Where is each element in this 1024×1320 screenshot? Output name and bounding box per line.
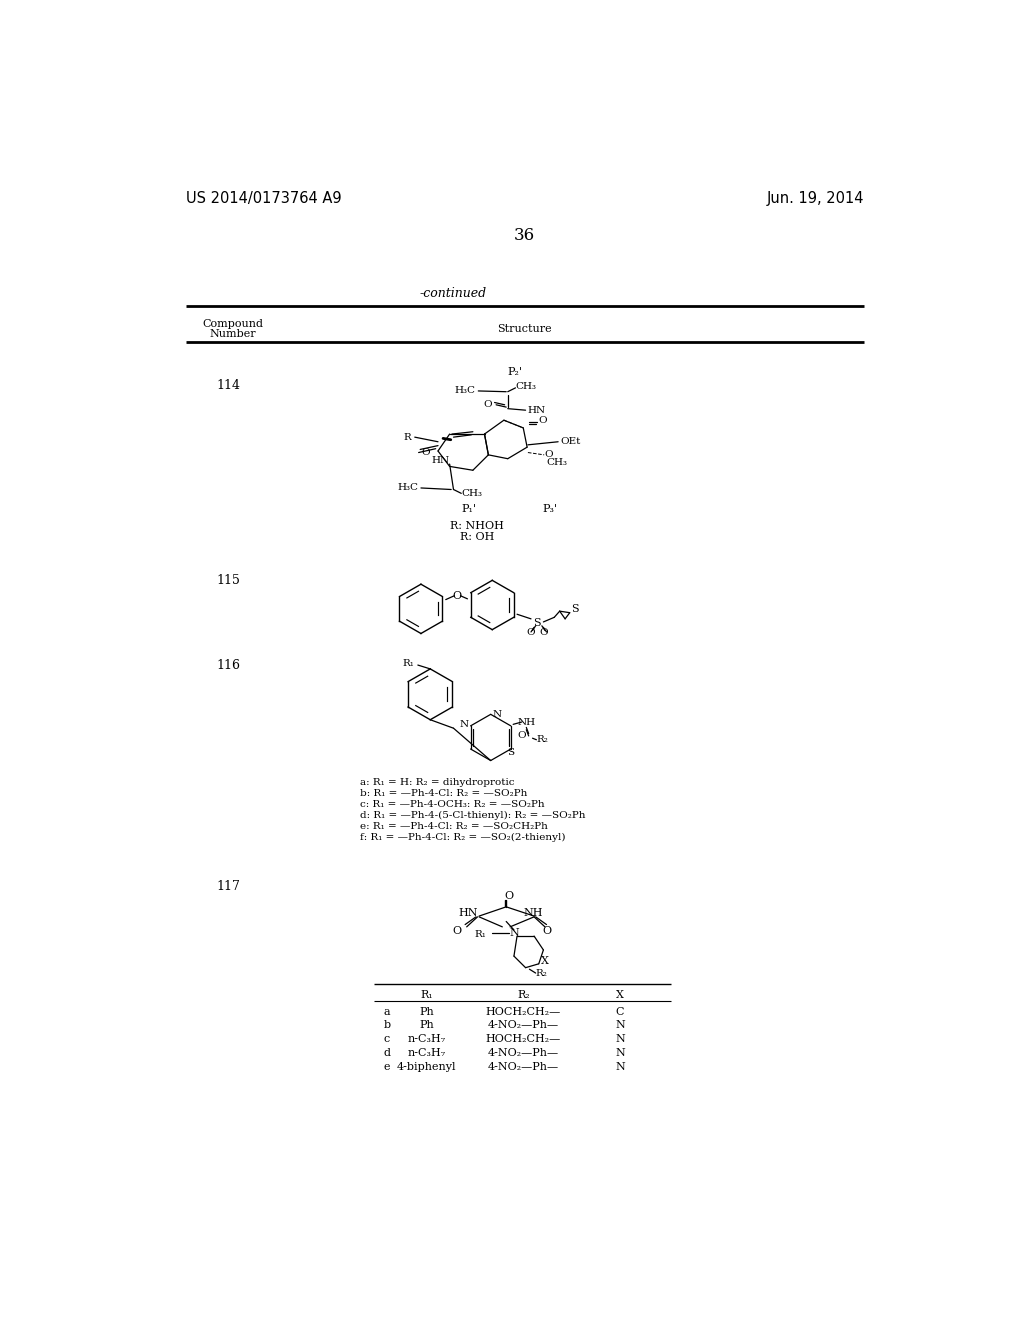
Text: e: R₁ = —Ph-4-Cl: R₂ = —SO₂CH₂Ph: e: R₁ = —Ph-4-Cl: R₂ = —SO₂CH₂Ph: [360, 822, 549, 832]
Text: Jun. 19, 2014: Jun. 19, 2014: [767, 191, 864, 206]
Text: H₃C: H₃C: [397, 483, 419, 492]
Text: C: C: [615, 1007, 625, 1016]
Text: R₁: R₁: [402, 659, 415, 668]
Text: S: S: [534, 618, 541, 628]
Text: O: O: [539, 628, 548, 638]
Text: 4-biphenyl: 4-biphenyl: [396, 1063, 456, 1072]
Text: a: R₁ = H: R₂ = dihydroprotic: a: R₁ = H: R₂ = dihydroprotic: [360, 777, 515, 787]
Text: 4-NO₂—Ph—: 4-NO₂—Ph—: [487, 1063, 559, 1072]
Text: X: X: [616, 990, 624, 999]
Text: O: O: [542, 925, 551, 936]
Text: b: b: [384, 1020, 391, 1031]
Text: R₂: R₂: [517, 990, 529, 999]
Text: O: O: [453, 925, 461, 936]
Text: 36: 36: [514, 227, 536, 244]
Text: X: X: [541, 956, 549, 966]
Text: 114: 114: [217, 379, 241, 392]
Text: N: N: [615, 1035, 625, 1044]
Text: n-C₃H₇: n-C₃H₇: [408, 1048, 445, 1059]
Text: N: N: [615, 1020, 625, 1031]
Text: b: R₁ = —Ph-4-Cl: R₂ = —SO₂Ph: b: R₁ = —Ph-4-Cl: R₂ = —SO₂Ph: [360, 789, 528, 797]
Text: 4-NO₂—Ph—: 4-NO₂—Ph—: [487, 1048, 559, 1059]
Text: O: O: [504, 891, 513, 902]
Text: Compound: Compound: [202, 319, 263, 329]
Text: N: N: [509, 928, 519, 939]
Text: Ph: Ph: [419, 1020, 434, 1031]
Text: S: S: [571, 603, 579, 614]
Text: HOCH₂CH₂—: HOCH₂CH₂—: [485, 1007, 561, 1016]
Text: Structure: Structure: [498, 325, 552, 334]
Text: O: O: [518, 731, 526, 741]
Text: O: O: [539, 416, 548, 425]
Text: a: a: [384, 1007, 390, 1016]
Text: N: N: [615, 1063, 625, 1072]
Text: CH₃: CH₃: [461, 488, 482, 498]
Text: c: R₁ = —Ph-4-OCH₃: R₂ = —SO₂Ph: c: R₁ = —Ph-4-OCH₃: R₂ = —SO₂Ph: [360, 800, 545, 809]
Text: R₂: R₂: [536, 969, 548, 978]
Text: HN: HN: [431, 455, 450, 465]
Text: CH₃: CH₃: [547, 458, 567, 467]
Text: P₃': P₃': [543, 504, 558, 513]
Text: R: R: [403, 433, 411, 442]
Text: R: OH: R: OH: [460, 532, 494, 543]
Text: OEt: OEt: [560, 437, 581, 446]
Text: f: R₁ = —Ph-4-Cl: R₂ = —SO₂(2-thienyl): f: R₁ = —Ph-4-Cl: R₂ = —SO₂(2-thienyl): [360, 833, 566, 842]
Text: Ph: Ph: [419, 1007, 434, 1016]
Text: R₁: R₁: [475, 931, 486, 939]
Text: HOCH₂CH₂—: HOCH₂CH₂—: [485, 1035, 561, 1044]
Text: R: NHOH: R: NHOH: [450, 521, 504, 532]
Text: N: N: [615, 1048, 625, 1059]
Text: H₃C: H₃C: [455, 387, 475, 396]
Text: S: S: [507, 748, 514, 758]
Text: NH: NH: [523, 908, 543, 917]
Text: d: d: [384, 1048, 391, 1059]
Text: R₁: R₁: [420, 990, 433, 999]
Text: 117: 117: [217, 879, 241, 892]
Text: P₂': P₂': [508, 367, 522, 378]
Text: O: O: [526, 628, 536, 638]
Text: CH₃: CH₃: [515, 381, 537, 391]
Text: R₂: R₂: [537, 735, 548, 744]
Text: Number: Number: [209, 329, 256, 339]
Text: 115: 115: [217, 574, 241, 587]
Text: O: O: [483, 400, 493, 409]
Text: N: N: [460, 719, 469, 729]
Text: NH: NH: [517, 718, 536, 726]
Text: P₁': P₁': [462, 504, 476, 513]
Text: HN: HN: [527, 405, 545, 414]
Text: N: N: [493, 710, 502, 719]
Text: US 2014/0173764 A9: US 2014/0173764 A9: [186, 191, 342, 206]
Text: 116: 116: [217, 659, 241, 672]
Text: HN: HN: [458, 908, 477, 917]
Text: O: O: [453, 591, 462, 601]
Text: O: O: [421, 447, 430, 457]
Text: 4-NO₂—Ph—: 4-NO₂—Ph—: [487, 1020, 559, 1031]
Text: n-C₃H₇: n-C₃H₇: [408, 1035, 445, 1044]
Text: d: R₁ = —Ph-4-(5-Cl-thienyl): R₂ = —SO₂Ph: d: R₁ = —Ph-4-(5-Cl-thienyl): R₂ = —SO₂P…: [360, 810, 586, 820]
Text: -continued: -continued: [420, 286, 487, 300]
Text: e: e: [384, 1063, 390, 1072]
Text: c: c: [384, 1035, 390, 1044]
Text: O: O: [544, 450, 553, 459]
